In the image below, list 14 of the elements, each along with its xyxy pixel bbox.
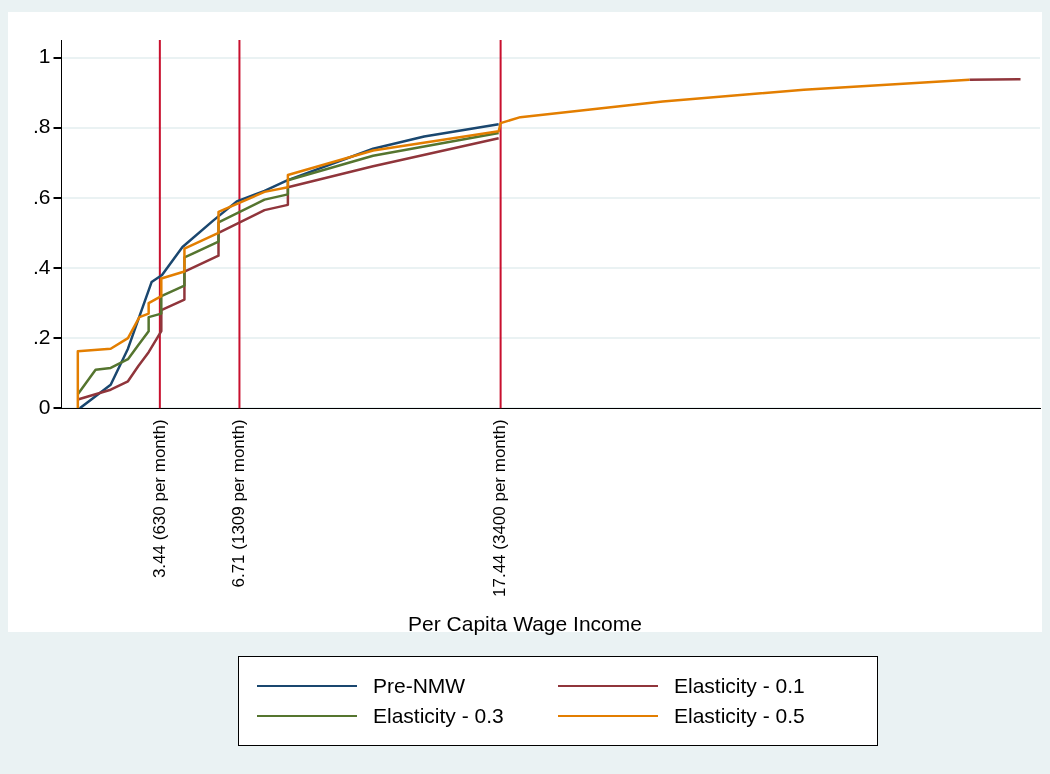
ref-line-label: 3.44 (630 per month): [149, 419, 169, 579]
y-tick-label: .8: [33, 114, 51, 138]
legend-label: Elasticity - 0.3: [373, 704, 504, 728]
ref-line-label: 17.44 (3400 per month): [490, 419, 510, 597]
text: Per Capita Wage Income: [408, 612, 642, 636]
legend-label: Elasticity - 0.5: [674, 704, 805, 728]
legend-label: Elasticity - 0.1: [674, 674, 805, 698]
y-tick-label: 1: [38, 44, 51, 68]
ref-line-label: 6.71 (1309 per month): [229, 419, 249, 588]
y-tick-label: .4: [33, 254, 51, 278]
y-tick-label: 0: [38, 395, 51, 419]
legend-label: Pre-NMW: [373, 674, 466, 698]
y-tick-label: .6: [33, 184, 51, 208]
y-tick-label: .2: [33, 324, 51, 348]
